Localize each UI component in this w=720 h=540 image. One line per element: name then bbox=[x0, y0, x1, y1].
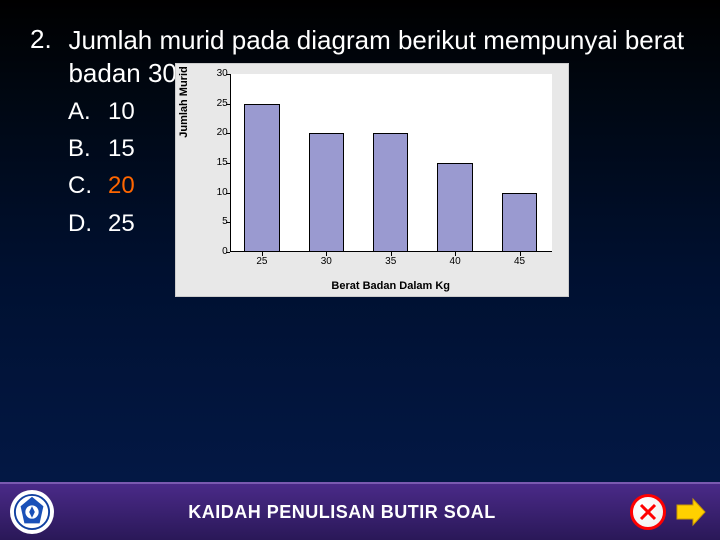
x-tick-mark bbox=[455, 252, 456, 256]
x-tick-label: 40 bbox=[435, 256, 475, 267]
y-tick-mark bbox=[226, 163, 230, 164]
option-c[interactable]: C. 20 bbox=[68, 167, 135, 204]
y-tick-mark bbox=[226, 222, 230, 223]
option-b[interactable]: B. 15 bbox=[68, 130, 135, 167]
nav-buttons bbox=[630, 494, 708, 530]
x-tick-label: 30 bbox=[306, 256, 346, 267]
option-text: 10 bbox=[108, 93, 135, 130]
footer-bar: KAIDAH PENULISAN BUTIR SOAL bbox=[0, 482, 720, 540]
bar bbox=[244, 104, 279, 252]
option-letter: A. bbox=[68, 93, 96, 130]
option-letter: D. bbox=[68, 205, 96, 242]
x-tick-label: 45 bbox=[500, 256, 540, 267]
option-letter: C. bbox=[68, 167, 96, 204]
y-tick-label: 10 bbox=[204, 187, 228, 198]
chart-plot-area bbox=[230, 74, 552, 252]
y-tick-label: 15 bbox=[204, 157, 228, 168]
option-text: 15 bbox=[108, 130, 135, 167]
x-tick-label: 35 bbox=[371, 256, 411, 267]
bar bbox=[309, 133, 344, 252]
logo-badge bbox=[10, 490, 54, 534]
options-list: A. 10 B. 15 C. 20 D. 25 bbox=[68, 93, 135, 297]
option-text: 25 bbox=[108, 205, 135, 242]
y-tick-label: 30 bbox=[204, 68, 228, 79]
option-a[interactable]: A. 10 bbox=[68, 93, 135, 130]
bar-chart: Jumlah Murid 051015202530 2530354045 Ber… bbox=[175, 63, 569, 297]
y-tick-label: 0 bbox=[204, 246, 228, 257]
y-tick-label: 5 bbox=[204, 216, 228, 227]
arrow-right-icon bbox=[673, 495, 707, 529]
tut-wuri-logo-icon bbox=[13, 493, 51, 531]
close-button[interactable] bbox=[630, 494, 666, 530]
y-tick-mark bbox=[226, 74, 230, 75]
bar bbox=[373, 133, 408, 252]
bar bbox=[502, 193, 537, 252]
y-tick-label: 20 bbox=[204, 127, 228, 138]
y-tick-mark bbox=[226, 104, 230, 105]
x-tick-mark bbox=[391, 252, 392, 256]
y-axis-line bbox=[230, 74, 231, 252]
close-icon bbox=[638, 502, 658, 522]
option-text: 20 bbox=[108, 167, 135, 204]
option-letter: B. bbox=[68, 130, 96, 167]
y-tick-mark bbox=[226, 133, 230, 134]
x-axis-label: Berat Badan Dalam Kg bbox=[230, 280, 552, 292]
x-tick-mark bbox=[326, 252, 327, 256]
option-d[interactable]: D. 25 bbox=[68, 205, 135, 242]
x-tick-mark bbox=[520, 252, 521, 256]
x-tick-mark bbox=[262, 252, 263, 256]
x-tick-label: 25 bbox=[242, 256, 282, 267]
y-tick-mark bbox=[226, 193, 230, 194]
question-number: 2. bbox=[30, 24, 64, 55]
bar bbox=[437, 163, 472, 252]
y-tick-mark bbox=[226, 252, 230, 253]
y-axis-label: Jumlah Murid bbox=[178, 42, 190, 162]
y-tick-label: 25 bbox=[204, 98, 228, 109]
footer-title: KAIDAH PENULISAN BUTIR SOAL bbox=[54, 502, 630, 523]
next-button[interactable] bbox=[672, 494, 708, 530]
